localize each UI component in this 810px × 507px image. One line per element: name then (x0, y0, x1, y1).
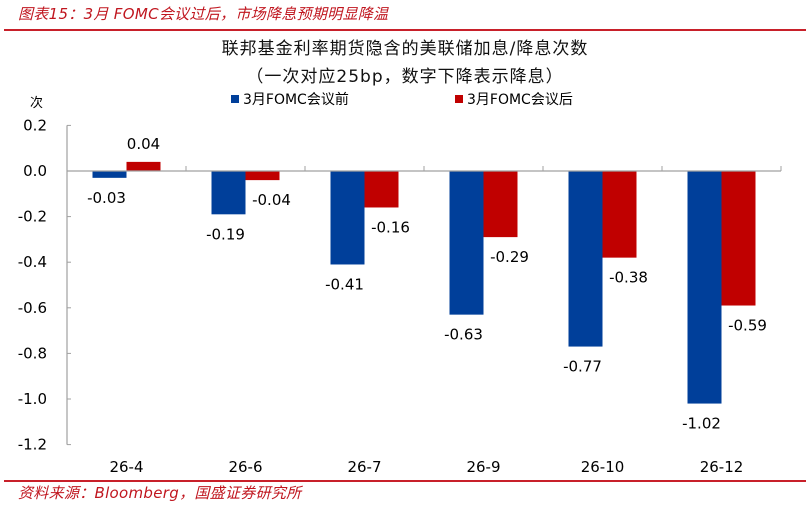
data-label: -0.63 (444, 326, 483, 344)
x-tick-label: 26-4 (109, 458, 143, 476)
axes (66, 125, 782, 445)
data-label: -0.19 (206, 225, 245, 243)
chart-legend: 3月FOMC会议前 3月FOMC会议后 (0, 89, 810, 109)
chart-title: 联邦基金利率期货隐含的美联储加息/降息次数 (221, 39, 589, 59)
bar-before (568, 171, 603, 347)
data-label: -0.38 (609, 269, 648, 287)
bar-after (126, 161, 161, 171)
legend-item-after: 3月FOMC会议后 (455, 89, 573, 109)
legend-swatch-after-icon (455, 95, 463, 103)
bar-before (92, 171, 127, 178)
legend-label-before: 3月FOMC会议前 (243, 92, 349, 108)
bar-before (211, 171, 246, 215)
x-tick-label: 26-9 (466, 458, 500, 476)
legend-label-after: 3月FOMC会议后 (467, 92, 573, 108)
x-tick-label: 26-7 (347, 458, 381, 476)
y-tick-label: 0.2 (23, 116, 47, 134)
top-divider (4, 29, 806, 31)
y-tick-label: -1.0 (18, 390, 47, 408)
data-label: -0.16 (371, 218, 410, 236)
y-tick-label: -0.8 (18, 344, 47, 362)
source-note: 资料来源：Bloomberg，国盛证券研究所 (18, 484, 302, 502)
legend-swatch-before-icon (231, 95, 239, 103)
chart-subtitle: （一次对应25bp，数字下降表示降息） (246, 67, 564, 87)
x-tick-label: 26-6 (228, 458, 262, 476)
y-tick-label: -1.2 (18, 436, 47, 454)
x-axis: 26-4 26-6 26-7 26-9 26-10 26-12 (109, 458, 743, 476)
bar-after (364, 171, 399, 208)
data-label: -1.02 (682, 415, 721, 433)
bar-after (483, 171, 518, 238)
legend-item-before: 3月FOMC会议前 (231, 89, 349, 109)
bar-after (602, 171, 637, 258)
y-tick-label: -0.6 (18, 299, 47, 317)
data-label: -0.29 (490, 248, 529, 266)
y-tick-label: -0.4 (18, 253, 47, 271)
y-tick-label: -0.2 (18, 208, 47, 226)
data-label: -0.59 (728, 317, 767, 335)
x-tick-label: 26-10 (581, 458, 625, 476)
data-label: -0.03 (87, 189, 126, 207)
data-label: -0.41 (325, 275, 364, 293)
bottom-divider (4, 480, 806, 482)
data-label: 0.04 (127, 135, 160, 153)
bar-after (245, 171, 280, 181)
y-tick-label: 0.0 (23, 162, 47, 180)
data-label: -0.77 (563, 358, 602, 376)
figure-caption: 图表15：3月 FOMC会议过后，市场降息预期明显降温 (18, 5, 389, 23)
bar-before (687, 171, 722, 404)
y-axis-unit-label: 次 (30, 96, 44, 111)
bar-after (721, 171, 756, 306)
y-axis: 0.2 0.0 -0.2 -0.4 -0.6 -0.8 -1.0 -1.2 (18, 116, 71, 454)
bars (92, 161, 756, 404)
data-labels: -0.03 0.04 -0.19 -0.04 -0.41 -0.16 -0.63 -0.29 -… (87, 135, 767, 433)
data-label: -0.04 (252, 191, 291, 209)
bar-before (449, 171, 484, 315)
bar-before (330, 171, 365, 265)
x-tick-label: 26-12 (700, 458, 744, 476)
